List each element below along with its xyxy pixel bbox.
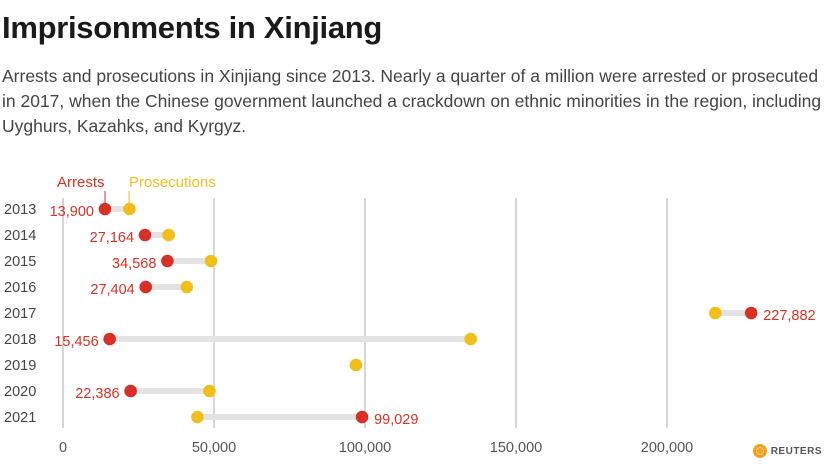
- arrests-data-label: 27,404: [90, 282, 134, 298]
- y-tick-label: 2014: [4, 228, 36, 244]
- prosecutions-point: [180, 280, 194, 294]
- arrests-point: [98, 202, 112, 216]
- reuters-wordmark: REUTERS: [770, 445, 822, 457]
- prosecutions-point: [464, 332, 478, 346]
- y-tick-label: 2021: [4, 410, 36, 426]
- arrests-data-label: 15,456: [54, 334, 98, 350]
- arrests-point: [744, 306, 758, 320]
- chart-subtitle: Arrests and prosecutions in Xinjiang sin…: [2, 66, 822, 136]
- prosecutions-point: [123, 202, 136, 216]
- y-tick-label: 2019: [4, 358, 36, 374]
- chart-title: Imprisonments in Xinjiang: [2, 10, 383, 45]
- y-tick-label: 2013: [4, 202, 36, 218]
- y-tick-label: 2018: [4, 332, 36, 348]
- legend-arrests: Arrests: [57, 174, 105, 191]
- arrests-data-label: 99,029: [374, 412, 418, 428]
- x-tick-label: 50,000: [192, 440, 236, 456]
- arrests-data-label: 13,900: [50, 204, 94, 220]
- prosecutions-point: [162, 228, 175, 242]
- prosecutions-point: [203, 384, 216, 398]
- prosecutions-point: [709, 306, 722, 320]
- arrests-point: [355, 410, 369, 424]
- arrests-point: [138, 228, 152, 242]
- reuters-icon: [752, 444, 767, 458]
- arrests-data-label: 227,882: [763, 308, 815, 324]
- y-tick-label: 2016: [4, 280, 36, 296]
- y-tick-label: 2020: [4, 384, 36, 400]
- arrests-point: [103, 332, 116, 346]
- x-tick-label: 0: [59, 440, 67, 456]
- y-tick-label: 2017: [4, 306, 36, 322]
- arrests-data-label: 22,386: [75, 386, 119, 402]
- prosecutions-point: [204, 254, 218, 268]
- prosecutions-point: [349, 358, 363, 372]
- reuters-logo: REUTERS: [752, 444, 822, 458]
- arrests-point: [124, 384, 137, 398]
- x-tick-label: 150,000: [490, 440, 542, 456]
- y-tick-label: 2015: [4, 254, 36, 270]
- arrests-point: [139, 280, 153, 294]
- arrests-data-label: 34,568: [112, 256, 156, 272]
- prosecutions-point: [191, 410, 204, 424]
- legend-prosecutions: Prosecutions: [129, 174, 216, 191]
- arrests-point: [161, 254, 174, 268]
- x-tick-label: 200,000: [641, 440, 693, 456]
- x-tick-label: 100,000: [339, 440, 391, 456]
- arrests-data-label: 27,164: [90, 230, 134, 246]
